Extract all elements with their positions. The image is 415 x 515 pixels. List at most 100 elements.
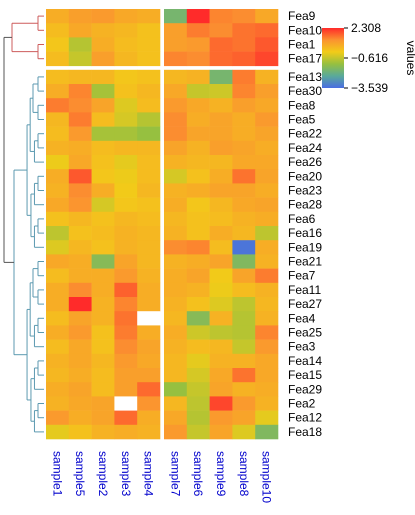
- heatmap-cell: [91, 211, 115, 227]
- heatmap-cell: [164, 325, 188, 340]
- heatmap-cell: [46, 226, 70, 241]
- heatmap-cell: [137, 211, 161, 227]
- heatmap-cell: [209, 297, 233, 312]
- heatmap-cell: [68, 353, 92, 369]
- heatmap-cell: [137, 268, 161, 284]
- heatmap-cell: [68, 396, 92, 411]
- heatmap-cell: [255, 51, 279, 67]
- heatmap-cell: [164, 197, 188, 213]
- heatmap-cell: [209, 197, 233, 213]
- heatmap-cell: [209, 268, 233, 284]
- heatmap-cell: [164, 169, 188, 184]
- heatmap-cells: [46, 9, 279, 440]
- heatmap-cell: [232, 9, 256, 24]
- heatmap-cell: [68, 211, 92, 227]
- heatmap-cell: [137, 353, 161, 369]
- heatmap-cell: [114, 84, 138, 99]
- heatmap-cell: [91, 126, 115, 142]
- heatmap-cell: [91, 424, 115, 440]
- heatmap-cell: [255, 240, 279, 255]
- heatmap-cell: [186, 368, 210, 383]
- heatmap-cell: [91, 183, 115, 198]
- heatmap-cell: [46, 98, 70, 113]
- heatmap-cell: [209, 9, 233, 24]
- heatmap-cell: [186, 126, 210, 142]
- heatmap-cell: [114, 368, 138, 383]
- heatmap-cell: [137, 396, 161, 411]
- heatmap-cell: [114, 37, 138, 52]
- heatmap-cell: [186, 424, 210, 440]
- heatmap-cell: [255, 339, 279, 355]
- heatmap-cell: [46, 410, 70, 426]
- heatmap-cell: [186, 23, 210, 38]
- heatmap-cell: [186, 297, 210, 312]
- row-label: Fea7: [288, 269, 316, 283]
- heatmap-cell: [68, 51, 92, 67]
- row-label: Fea22: [288, 127, 322, 141]
- legend-tick-label: −3.539: [351, 81, 388, 95]
- heatmap-cell: [46, 169, 70, 184]
- heatmap-cell: [91, 339, 115, 355]
- heatmap-cell: [164, 410, 188, 426]
- heatmap-cell: [137, 368, 161, 383]
- heatmap-cell: [232, 155, 256, 170]
- heatmap-cell: [114, 98, 138, 113]
- heatmap-cell: [186, 240, 210, 255]
- heatmap-cell: [137, 140, 161, 156]
- row-label: Fea26: [288, 155, 322, 169]
- heatmap-cell: [91, 325, 115, 340]
- row-label: Fea6: [288, 212, 316, 226]
- row-label: Fea19: [288, 240, 322, 254]
- heatmap-cell: [137, 183, 161, 198]
- heatmap-cell: [255, 325, 279, 340]
- heatmap-cell: [186, 211, 210, 227]
- column-label: sample8: [237, 451, 251, 497]
- heatmap-cell: [209, 112, 233, 127]
- row-labels: Fea9Fea10Fea1Fea17Fea13Fea30Fea8Fea5Fea2…: [288, 9, 322, 439]
- heatmap-cell: [68, 155, 92, 170]
- heatmap-cell: [46, 211, 70, 227]
- heatmap-cell: [232, 311, 256, 326]
- heatmap-cell: [137, 155, 161, 170]
- heatmap-cell: [46, 368, 70, 383]
- heatmap-cell: [91, 9, 115, 24]
- heatmap-cell: [232, 84, 256, 99]
- heatmap-cell: [68, 311, 92, 326]
- heatmap-cell: [114, 424, 138, 440]
- heatmap-cell: [114, 69, 138, 85]
- heatmap-cell: [209, 353, 233, 369]
- heatmap-cell: [114, 268, 138, 284]
- heatmap-cell: [186, 226, 210, 241]
- heatmap-cell: [137, 197, 161, 213]
- heatmap-cell: [232, 424, 256, 440]
- heatmap-cell: [164, 98, 188, 113]
- column-label: sample2: [96, 451, 110, 497]
- heatmap-cell: [164, 268, 188, 284]
- heatmap-cell: [164, 9, 188, 24]
- heatmap-cell: [114, 197, 138, 213]
- heatmap-cell: [164, 183, 188, 198]
- heatmap-cell: [114, 226, 138, 241]
- heatmap-cell: [232, 126, 256, 142]
- heatmap-cell: [209, 84, 233, 99]
- row-label: Fea23: [288, 184, 322, 198]
- heatmap-cell: [255, 197, 279, 213]
- heatmap-cell: [114, 282, 138, 298]
- heatmap-cell: [46, 424, 70, 440]
- heatmap-cell: [164, 140, 188, 156]
- heatmap-cell: [186, 84, 210, 99]
- heatmap-cell: [137, 424, 161, 440]
- heatmap-cell: [46, 140, 70, 156]
- heatmap-cell: [232, 368, 256, 383]
- row-dendrogram: [3, 15, 44, 433]
- heatmap-cell: [137, 339, 161, 355]
- heatmap-cell: [232, 197, 256, 213]
- heatmap-cell: [209, 37, 233, 52]
- heatmap-cell: [68, 69, 92, 85]
- heatmap-cell: [186, 112, 210, 127]
- legend-title: values: [404, 41, 415, 76]
- heatmap-cell: [114, 51, 138, 67]
- heatmap-cell: [164, 126, 188, 142]
- heatmap-cell: [186, 282, 210, 298]
- heatmap-cell: [232, 169, 256, 184]
